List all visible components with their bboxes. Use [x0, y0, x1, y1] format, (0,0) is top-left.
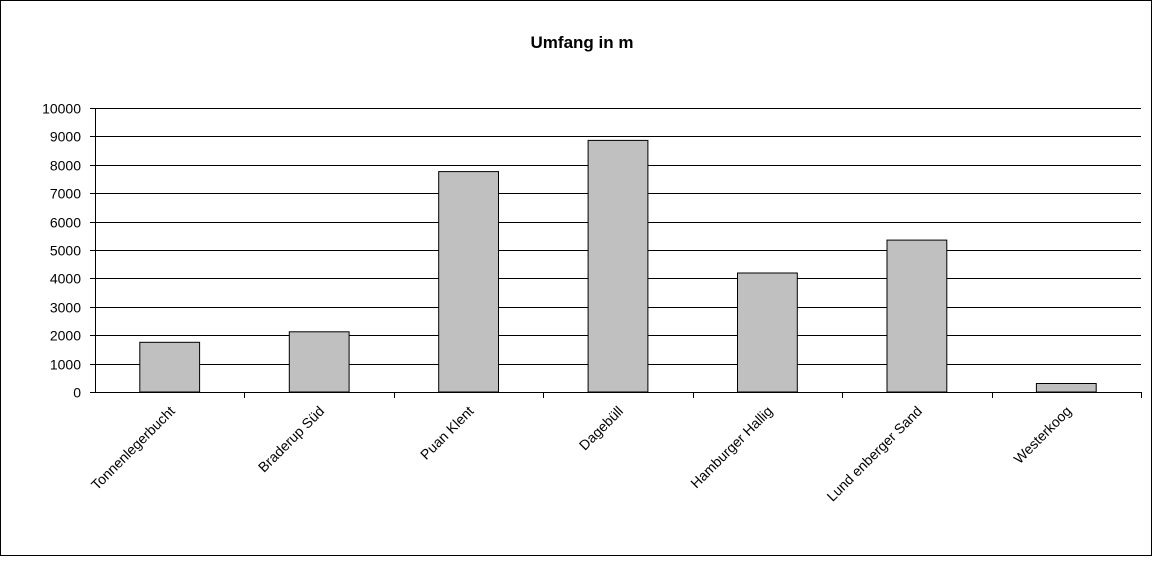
- bar: [886, 239, 948, 393]
- y-tick-label: 2000: [50, 328, 81, 344]
- y-tick-label: 9000: [50, 129, 81, 145]
- y-tick-label: 0: [73, 385, 81, 401]
- bar: [438, 171, 500, 393]
- y-tick-label: 5000: [50, 243, 81, 259]
- bar: [737, 272, 798, 393]
- y-tick-label: 8000: [50, 158, 81, 174]
- y-tick-label: 4000: [50, 271, 81, 287]
- y-tick-label: 10000: [42, 101, 81, 117]
- y-tick-label: 6000: [50, 215, 81, 231]
- y-tick-label: 7000: [50, 186, 81, 202]
- bar: [139, 341, 201, 393]
- y-tick-label: 3000: [50, 300, 81, 316]
- bar: [587, 139, 649, 393]
- bar: [288, 331, 350, 393]
- y-tick-label: 1000: [50, 357, 81, 373]
- bar: [1035, 383, 1097, 393]
- chart-title: Umfang in m: [531, 33, 634, 52]
